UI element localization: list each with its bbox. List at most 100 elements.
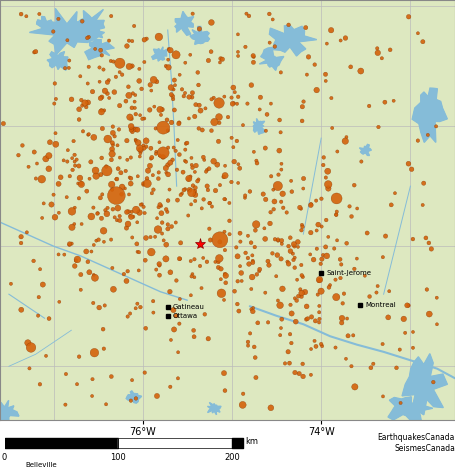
Point: [111, 88, 118, 96]
Point: [152, 125, 159, 132]
Polygon shape: [359, 144, 371, 156]
Point: [94, 210, 101, 217]
Point: [305, 53, 312, 61]
Point: [379, 340, 386, 348]
Point: [108, 181, 116, 188]
Point: [150, 309, 157, 316]
Point: [307, 229, 314, 236]
Point: [132, 110, 139, 118]
Point: [138, 200, 146, 208]
Point: [339, 314, 346, 322]
Point: [231, 158, 238, 165]
Point: [268, 172, 275, 180]
Point: [150, 186, 157, 193]
Point: [242, 249, 249, 256]
Point: [115, 165, 122, 172]
Point: [97, 171, 104, 178]
Point: [63, 193, 71, 201]
Point: [271, 198, 278, 205]
Point: [98, 214, 105, 222]
Point: [396, 346, 404, 354]
Point: [285, 21, 292, 28]
Point: [200, 154, 207, 161]
Polygon shape: [207, 403, 221, 415]
Point: [15, 151, 22, 159]
Point: [181, 157, 188, 164]
Point: [390, 97, 397, 105]
Point: [125, 208, 132, 215]
Point: [299, 223, 306, 231]
Point: [404, 302, 411, 309]
Point: [267, 208, 274, 216]
Point: [220, 173, 228, 181]
Point: [131, 98, 138, 106]
Point: [135, 267, 142, 274]
Point: [79, 127, 86, 135]
Point: [109, 129, 116, 137]
Point: [235, 307, 243, 315]
Point: [208, 19, 215, 26]
Point: [344, 332, 352, 340]
Point: [233, 137, 241, 145]
Point: [287, 248, 294, 255]
Point: [185, 175, 192, 182]
Point: [146, 106, 153, 113]
Point: [171, 106, 178, 114]
Point: [71, 151, 78, 159]
Point: [296, 370, 303, 377]
Point: [216, 59, 223, 66]
Point: [123, 137, 131, 144]
Point: [242, 192, 249, 199]
Point: [308, 201, 315, 208]
Point: [326, 282, 334, 289]
Point: [56, 298, 63, 305]
Point: [277, 69, 284, 76]
Point: [162, 62, 170, 70]
Point: [248, 239, 255, 247]
Point: [166, 288, 173, 296]
Point: [86, 175, 93, 183]
Point: [133, 240, 141, 248]
Point: [262, 196, 269, 203]
Point: [102, 206, 109, 214]
Point: [271, 235, 278, 243]
Point: [304, 315, 311, 322]
Point: [111, 213, 118, 221]
Point: [332, 344, 339, 351]
Point: [116, 102, 123, 109]
Point: [197, 262, 204, 270]
Point: [319, 161, 327, 169]
Point: [191, 274, 198, 281]
Point: [229, 100, 236, 107]
Point: [348, 362, 355, 370]
Point: [244, 254, 252, 262]
Point: [361, 272, 369, 279]
Point: [210, 157, 217, 165]
Point: [85, 63, 92, 71]
Point: [128, 376, 136, 384]
Point: [303, 71, 311, 78]
Point: [422, 234, 430, 241]
Point: [46, 152, 53, 159]
Point: [252, 354, 259, 361]
Point: [234, 93, 242, 100]
Point: [114, 142, 121, 149]
Point: [116, 212, 123, 220]
Point: [213, 161, 221, 169]
Point: [357, 67, 364, 75]
Point: [307, 251, 314, 258]
Point: [353, 255, 360, 262]
Point: [253, 270, 261, 278]
Point: [150, 297, 157, 305]
Point: [73, 156, 80, 163]
Point: [379, 254, 386, 261]
Point: [187, 173, 194, 180]
Point: [96, 78, 103, 85]
Point: [318, 195, 325, 203]
Point: [91, 349, 98, 356]
Point: [102, 163, 110, 170]
Point: [308, 345, 315, 353]
Point: [142, 256, 149, 264]
Point: [135, 139, 142, 147]
Point: [158, 210, 165, 217]
